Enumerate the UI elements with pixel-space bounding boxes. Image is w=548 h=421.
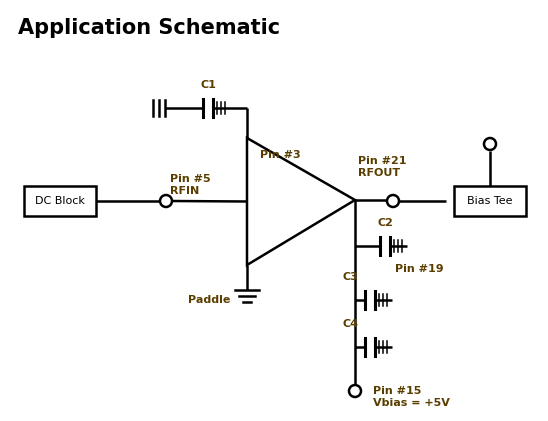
FancyBboxPatch shape: [454, 186, 526, 216]
Text: Pin #15
Vbias = +5V: Pin #15 Vbias = +5V: [373, 386, 450, 408]
Polygon shape: [247, 138, 355, 265]
Text: Application Schematic: Application Schematic: [18, 18, 280, 38]
Text: Paddle: Paddle: [187, 295, 230, 305]
FancyBboxPatch shape: [24, 186, 96, 216]
Text: C1: C1: [200, 80, 216, 90]
Text: Pin #21
RFOUT: Pin #21 RFOUT: [358, 156, 407, 178]
Text: C4: C4: [342, 319, 358, 329]
Text: C3: C3: [342, 272, 358, 282]
Text: Pin #19: Pin #19: [395, 264, 444, 274]
Text: DC Block: DC Block: [35, 196, 85, 206]
Text: Bias Tee: Bias Tee: [467, 196, 513, 206]
Text: Pin #5
RFIN: Pin #5 RFIN: [170, 174, 210, 196]
Text: Pin #3: Pin #3: [260, 150, 301, 160]
Text: C2: C2: [377, 218, 393, 228]
